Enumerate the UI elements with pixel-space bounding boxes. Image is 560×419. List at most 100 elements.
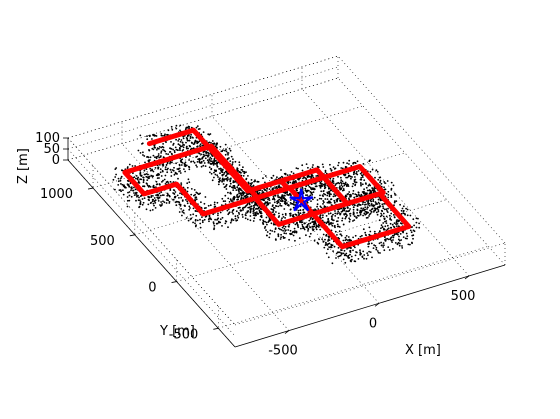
- cloud-point: [186, 190, 189, 193]
- cloud-point: [385, 208, 388, 211]
- cloud-point: [309, 232, 312, 235]
- cloud-point: [272, 223, 275, 226]
- cloud-point: [368, 250, 370, 253]
- cloud-point: [216, 142, 218, 145]
- cloud-point: [345, 252, 348, 255]
- cloud-point: [210, 160, 212, 163]
- cloud-point: [339, 185, 341, 188]
- cloud-point: [362, 207, 365, 210]
- cloud-point: [324, 193, 327, 196]
- cloud-point: [369, 170, 372, 173]
- cloud-point: [224, 194, 227, 197]
- cloud-point: [227, 152, 230, 154]
- cloud-point: [342, 161, 345, 164]
- cloud-point: [319, 205, 322, 208]
- cloud-point: [174, 146, 177, 149]
- cloud-point: [216, 174, 219, 177]
- cloud-point: [334, 215, 337, 217]
- cloud-point: [216, 218, 219, 221]
- cloud-point: [278, 198, 281, 201]
- cloud-point: [276, 202, 279, 205]
- cloud-point: [266, 223, 268, 226]
- cloud-point: [347, 207, 349, 209]
- cloud-point: [391, 223, 394, 226]
- cloud-point: [253, 180, 256, 183]
- cloud-point: [271, 198, 274, 201]
- cloud-point: [192, 137, 194, 139]
- cloud-point: [152, 202, 155, 205]
- cloud-point: [295, 231, 298, 234]
- cloud-point: [350, 165, 353, 167]
- cloud-point: [160, 152, 163, 154]
- cloud-point: [331, 262, 334, 265]
- cloud-point: [297, 226, 300, 229]
- cloud-point: [392, 184, 395, 187]
- cloud-point: [336, 212, 339, 215]
- cloud-point: [168, 202, 171, 204]
- cloud-point: [234, 160, 237, 163]
- cloud-point: [340, 187, 342, 190]
- cloud-point: [395, 200, 398, 203]
- cloud-point: [159, 168, 162, 171]
- cloud-point: [248, 203, 251, 206]
- cloud-point: [137, 180, 140, 183]
- cloud-point: [260, 210, 262, 213]
- cloud-point: [339, 199, 341, 202]
- cloud-point: [336, 223, 339, 226]
- x-gridline-2: [301, 88, 470, 277]
- cloud-point: [407, 243, 410, 246]
- cloud-point: [221, 225, 223, 227]
- cloud-point: [334, 212, 337, 215]
- cloud-point: [356, 195, 359, 198]
- cloud-point: [224, 149, 226, 152]
- x-tick-label: 500: [451, 289, 476, 304]
- cloud-point: [144, 161, 146, 164]
- cloud-point: [223, 171, 226, 174]
- cloud-point: [299, 209, 302, 212]
- box-edge-1: [337, 77, 506, 266]
- cloud-point: [273, 198, 276, 201]
- cloud-point: [322, 183, 325, 186]
- cloud-point: [160, 133, 163, 135]
- z-tick-label: 0: [52, 153, 60, 168]
- cloud-point: [320, 184, 322, 187]
- cloud-point: [328, 195, 331, 198]
- cloud-point: [210, 142, 212, 144]
- cloud-point: [153, 197, 156, 199]
- cloud-point: [215, 169, 218, 172]
- cloud-point: [309, 222, 312, 225]
- cloud-point: [264, 175, 267, 177]
- cloud-point: [136, 178, 139, 181]
- cloud-point: [284, 191, 287, 194]
- cloud-point: [363, 257, 365, 260]
- cloud-point: [349, 253, 351, 256]
- cloud-point: [355, 172, 357, 175]
- cloud-point: [235, 210, 238, 213]
- cloud-point: [281, 199, 284, 202]
- cloud-point: [333, 193, 335, 196]
- cloud-point: [291, 231, 294, 234]
- cloud-point: [143, 185, 146, 188]
- cloud-point: [169, 168, 172, 171]
- cloud-point: [392, 239, 394, 241]
- cloud-point: [318, 197, 321, 200]
- cloud-point: [374, 245, 377, 247]
- cloud-point: [401, 245, 403, 247]
- cloud-point: [387, 238, 390, 241]
- cloud-point: [332, 180, 335, 183]
- cloud-point: [146, 138, 149, 141]
- cloud-point: [195, 198, 198, 201]
- cloud-point: [306, 226, 308, 229]
- cloud-point: [363, 179, 366, 182]
- cloud-point: [327, 256, 330, 259]
- cloud-point: [199, 161, 201, 164]
- trajectory-layer: [122, 127, 412, 250]
- cloud-point: [393, 216, 396, 218]
- cloud-point: [411, 234, 414, 237]
- cloud-point: [315, 185, 318, 188]
- cloud-point: [114, 168, 117, 171]
- cloud-point: [392, 248, 394, 250]
- cloud-point: [187, 147, 190, 150]
- cloud-point: [149, 186, 152, 188]
- cloud-point: [360, 207, 363, 210]
